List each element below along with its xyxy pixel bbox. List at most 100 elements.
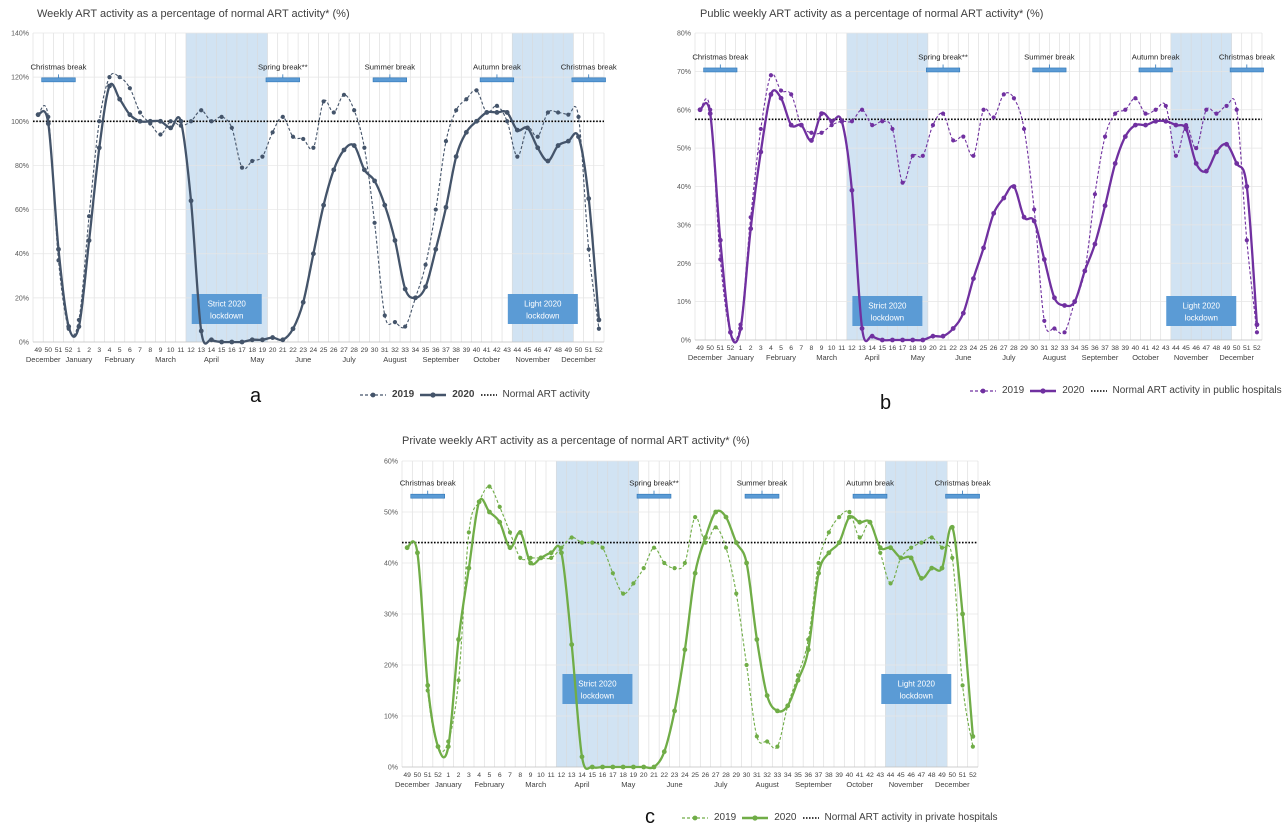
data-point-2019-a (362, 145, 367, 150)
month-label-b: January (727, 353, 754, 362)
xtick-label-a: 50 (575, 347, 583, 354)
data-point-2020-c (723, 514, 729, 520)
break-label-b: Summer break (1024, 52, 1075, 61)
data-point-2019-c (610, 571, 615, 576)
data-point-2020-a (219, 339, 225, 345)
data-point-2020-a (341, 147, 347, 153)
break-label-b: Christmas break (692, 52, 748, 61)
xtick-label-c: 44 (887, 772, 895, 779)
data-point-2019-a (392, 320, 398, 325)
xtick-label-c: 26 (702, 772, 710, 779)
lockdown-box-a-1 (507, 294, 578, 324)
data-point-2020-b (1183, 126, 1189, 132)
xtick-label-b: 36 (1091, 345, 1099, 352)
data-point-2020-a (35, 112, 41, 118)
data-point-2020-c (600, 764, 605, 770)
data-point-2020-c (949, 524, 955, 530)
xtick-label-a: 37 (442, 347, 450, 354)
legend-swatch-2020-b (1030, 386, 1057, 396)
ytick-label-b: 10% (677, 299, 691, 306)
xtick-label-b: 6 (789, 345, 793, 352)
data-point-2020-c (857, 519, 863, 525)
data-point-2020-c (785, 703, 791, 709)
data-point-2019-b (880, 119, 885, 124)
lockdown-label-b: lockdown (1185, 314, 1218, 323)
data-point-2020-a (463, 129, 469, 135)
data-point-2020-b (717, 237, 723, 243)
data-point-2019-c (734, 591, 739, 596)
data-point-2020-c (589, 764, 595, 770)
xtick-label-b: 45 (1182, 345, 1190, 352)
xtick-label-c: 17 (609, 772, 617, 779)
ytick-label-b: 60% (677, 107, 691, 114)
month-label-a: December (561, 355, 596, 364)
xtick-label-c: 16 (599, 772, 607, 779)
xtick-label-a: 15 (218, 347, 226, 354)
data-point-2019-c (970, 744, 975, 749)
xtick-label-b: 20 (929, 345, 937, 352)
data-point-2019-b (951, 138, 956, 143)
xtick-label-b: 33 (1061, 345, 1069, 352)
legend-swatch-normal-a (480, 390, 497, 400)
data-point-2019-c (919, 540, 924, 545)
xtick-label-b: 52 (1253, 345, 1261, 352)
xtick-label-a: 9 (159, 347, 163, 354)
xtick-label-c: 15 (589, 772, 597, 779)
month-label-c: June (666, 780, 682, 789)
data-point-2019-b (1001, 92, 1006, 97)
ytick-label-a: 0% (19, 340, 29, 347)
xtick-label-b: 25 (980, 345, 988, 352)
data-point-2020-b (809, 138, 814, 143)
data-point-2019-a (209, 119, 214, 124)
data-point-2019-c (518, 555, 523, 561)
xtick-label-a: 16 (228, 347, 236, 354)
xtick-label-a: 52 (65, 347, 73, 354)
xtick-label-c: 49 (938, 772, 946, 779)
data-point-2020-a (229, 339, 235, 345)
legend-swatch-2019-a (360, 390, 386, 400)
data-point-2020-a (433, 246, 439, 252)
data-point-2020-c (970, 734, 976, 739)
xtick-label-c: 23 (671, 772, 679, 779)
data-point-2020-b (1021, 214, 1027, 220)
data-point-2020-a (596, 317, 602, 323)
chart-title-b: Public weekly ART activity as a percenta… (700, 8, 1044, 20)
data-point-2020-a (270, 335, 276, 340)
data-point-2019-a (107, 75, 112, 80)
data-point-2020-a (331, 167, 337, 173)
xtick-label-b: 26 (990, 345, 998, 352)
month-label-b: March (816, 353, 837, 362)
xtick-label-b: 7 (799, 345, 803, 352)
xtick-label-b: 22 (949, 345, 957, 352)
xtick-label-c: 19 (630, 772, 638, 779)
xtick-label-a: 40 (473, 347, 481, 354)
xtick-label-c: 41 (856, 772, 864, 779)
data-point-2020-b (1041, 257, 1047, 262)
data-point-2020-a (96, 145, 102, 151)
data-point-2020-c (661, 749, 667, 755)
lockdown-label-b: Light 2020 (1183, 302, 1221, 311)
xtick-label-c: 24 (681, 772, 689, 779)
xtick-label-b: 34 (1071, 345, 1079, 352)
data-point-2020-b (1254, 322, 1260, 328)
data-point-2020-a (66, 324, 72, 329)
xtick-label-b: 50 (1233, 345, 1241, 352)
data-point-2019-b (971, 153, 976, 158)
data-point-2020-b (950, 326, 956, 331)
data-point-2019-c (847, 509, 852, 515)
month-label-a: February (105, 355, 135, 364)
data-point-2020-b (1163, 118, 1169, 124)
data-point-2019-a (372, 220, 377, 225)
data-point-2020-b (829, 118, 835, 124)
xtick-label-c: 28 (722, 772, 730, 779)
xtick-label-c: 4 (477, 772, 481, 779)
data-point-2019-b (1234, 107, 1239, 112)
data-point-2020-a (586, 196, 592, 201)
data-point-2020-a (290, 326, 296, 332)
data-point-2020-b (778, 95, 784, 101)
data-point-2020-c (836, 540, 842, 545)
data-point-2019-b (1032, 207, 1037, 212)
legend-label-normal-c: Normal ART activity in private hospitals (824, 812, 998, 823)
data-point-2019-a (352, 108, 357, 113)
break-label-b: Christmas break (1219, 52, 1275, 61)
